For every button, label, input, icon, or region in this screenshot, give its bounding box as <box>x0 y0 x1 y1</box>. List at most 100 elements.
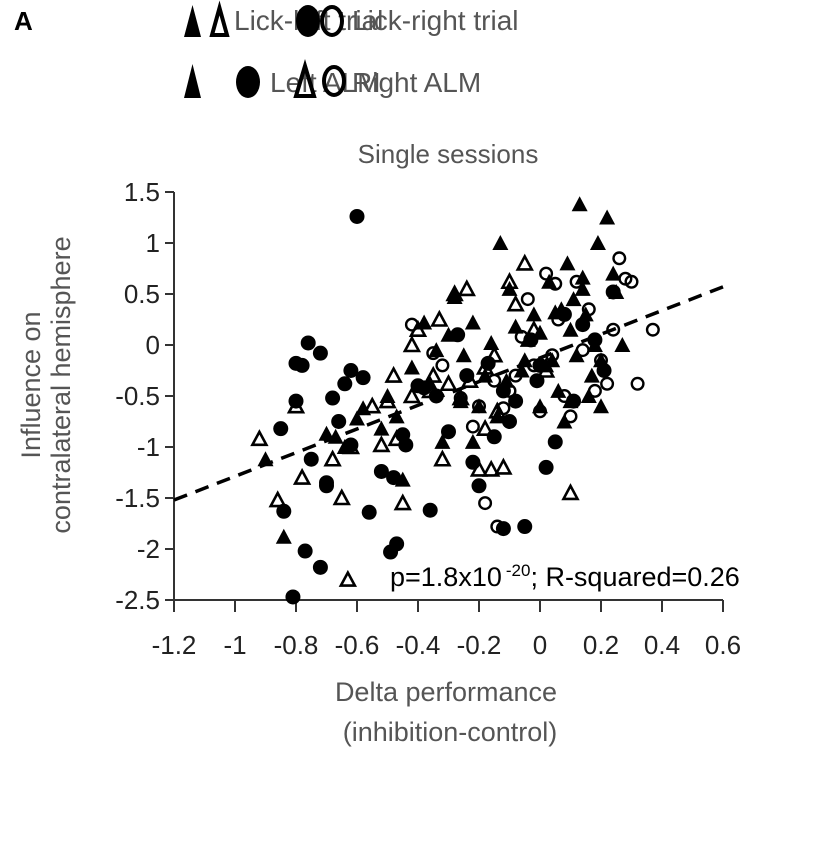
data-point <box>489 408 506 424</box>
data-point <box>403 359 420 375</box>
data-point <box>319 475 334 491</box>
data-point <box>606 322 621 337</box>
data-point <box>526 358 541 373</box>
data-point <box>533 404 548 419</box>
data-point <box>323 449 342 467</box>
data-point <box>337 376 353 392</box>
y-tick-label: 1 <box>146 228 160 258</box>
data-point <box>487 373 502 388</box>
data-point <box>426 346 441 361</box>
data-point <box>303 451 319 467</box>
data-point <box>386 470 402 486</box>
data-point <box>587 332 603 348</box>
y-tick-label: -0.5 <box>115 381 160 411</box>
data-point <box>529 373 545 389</box>
data-point <box>587 383 602 398</box>
y-axis-label: Influence on contralateral hemisphere <box>16 236 76 533</box>
data-point <box>457 279 476 297</box>
data-point <box>402 335 422 353</box>
data-point <box>455 347 472 363</box>
data-point <box>630 376 645 391</box>
legend-item-right-alm: Right ALM <box>293 59 481 98</box>
data-points <box>250 196 660 605</box>
data-point <box>565 291 582 307</box>
data-point <box>250 429 269 447</box>
data-point <box>515 253 534 271</box>
data-point <box>331 414 347 429</box>
data-point <box>292 467 312 485</box>
data-point <box>363 396 382 414</box>
data-point <box>624 274 639 289</box>
data-point <box>538 459 554 475</box>
data-point <box>482 459 501 477</box>
data-point <box>464 314 481 330</box>
data-point <box>393 493 412 511</box>
data-point <box>562 321 579 337</box>
data-point <box>645 322 660 337</box>
axes <box>165 191 724 612</box>
data-point <box>471 478 487 494</box>
legend-item-lick-right: Lick-right trial <box>296 5 518 37</box>
data-point <box>563 409 578 424</box>
legend-label-right-alm: Right ALM <box>352 67 481 98</box>
data-point <box>275 528 292 544</box>
data-point <box>496 401 511 416</box>
data-point <box>433 449 452 467</box>
x-tick-label: -0.2 <box>457 630 502 660</box>
x-tick-label: 0.6 <box>705 630 741 660</box>
data-point <box>373 463 389 479</box>
data-point <box>389 536 405 552</box>
stats-p-prefix: p=1.8x10 <box>390 562 502 592</box>
data-point <box>422 502 438 518</box>
chart-title: Single sessions <box>358 139 539 169</box>
data-point <box>273 421 289 437</box>
data-point <box>338 569 358 587</box>
y-tick-label: -1.5 <box>115 483 160 513</box>
data-point <box>402 386 422 404</box>
data-point <box>574 269 591 285</box>
x-tick-label: 0.4 <box>644 630 680 660</box>
data-point <box>520 292 535 307</box>
data-point <box>373 420 390 436</box>
data-point <box>580 388 597 403</box>
legend: Lick-left trial Lick-right trial Left AL… <box>184 0 518 98</box>
data-point <box>508 368 523 383</box>
data-point <box>332 488 351 506</box>
data-point <box>453 391 468 406</box>
data-point <box>445 284 464 302</box>
data-point <box>506 294 525 312</box>
data-point <box>464 433 481 449</box>
data-point <box>605 284 621 300</box>
data-point <box>395 427 411 443</box>
data-point <box>483 334 500 350</box>
data-point <box>318 425 335 441</box>
x-tick-label: -0.8 <box>274 630 319 660</box>
data-point <box>561 483 580 501</box>
y-tick-label: -1 <box>137 432 160 462</box>
filled-circle-icon <box>236 66 260 98</box>
y-axis-label-line1: Influence on <box>16 311 46 458</box>
x-tick-label: -0.4 <box>396 630 441 660</box>
data-point <box>349 410 365 426</box>
data-point <box>514 329 529 344</box>
data-point <box>416 380 432 396</box>
filled-triangle-icon <box>184 5 201 37</box>
data-point <box>605 265 622 281</box>
y-tick-label: -2.5 <box>115 585 160 615</box>
data-point <box>434 433 451 449</box>
data-point <box>599 209 616 225</box>
data-point <box>404 317 419 332</box>
x-tick-label: 0 <box>533 630 547 660</box>
data-point <box>517 519 533 535</box>
data-point <box>459 368 475 384</box>
data-point <box>614 337 631 352</box>
data-point <box>475 418 495 436</box>
data-point <box>507 318 524 334</box>
x-axis-label-line2: (inhibition-control) <box>343 717 558 747</box>
data-point <box>325 390 341 406</box>
data-point <box>502 414 517 429</box>
data-point <box>430 309 449 327</box>
data-point <box>465 454 481 470</box>
open-circle-icon <box>322 65 346 97</box>
data-point <box>500 272 519 290</box>
